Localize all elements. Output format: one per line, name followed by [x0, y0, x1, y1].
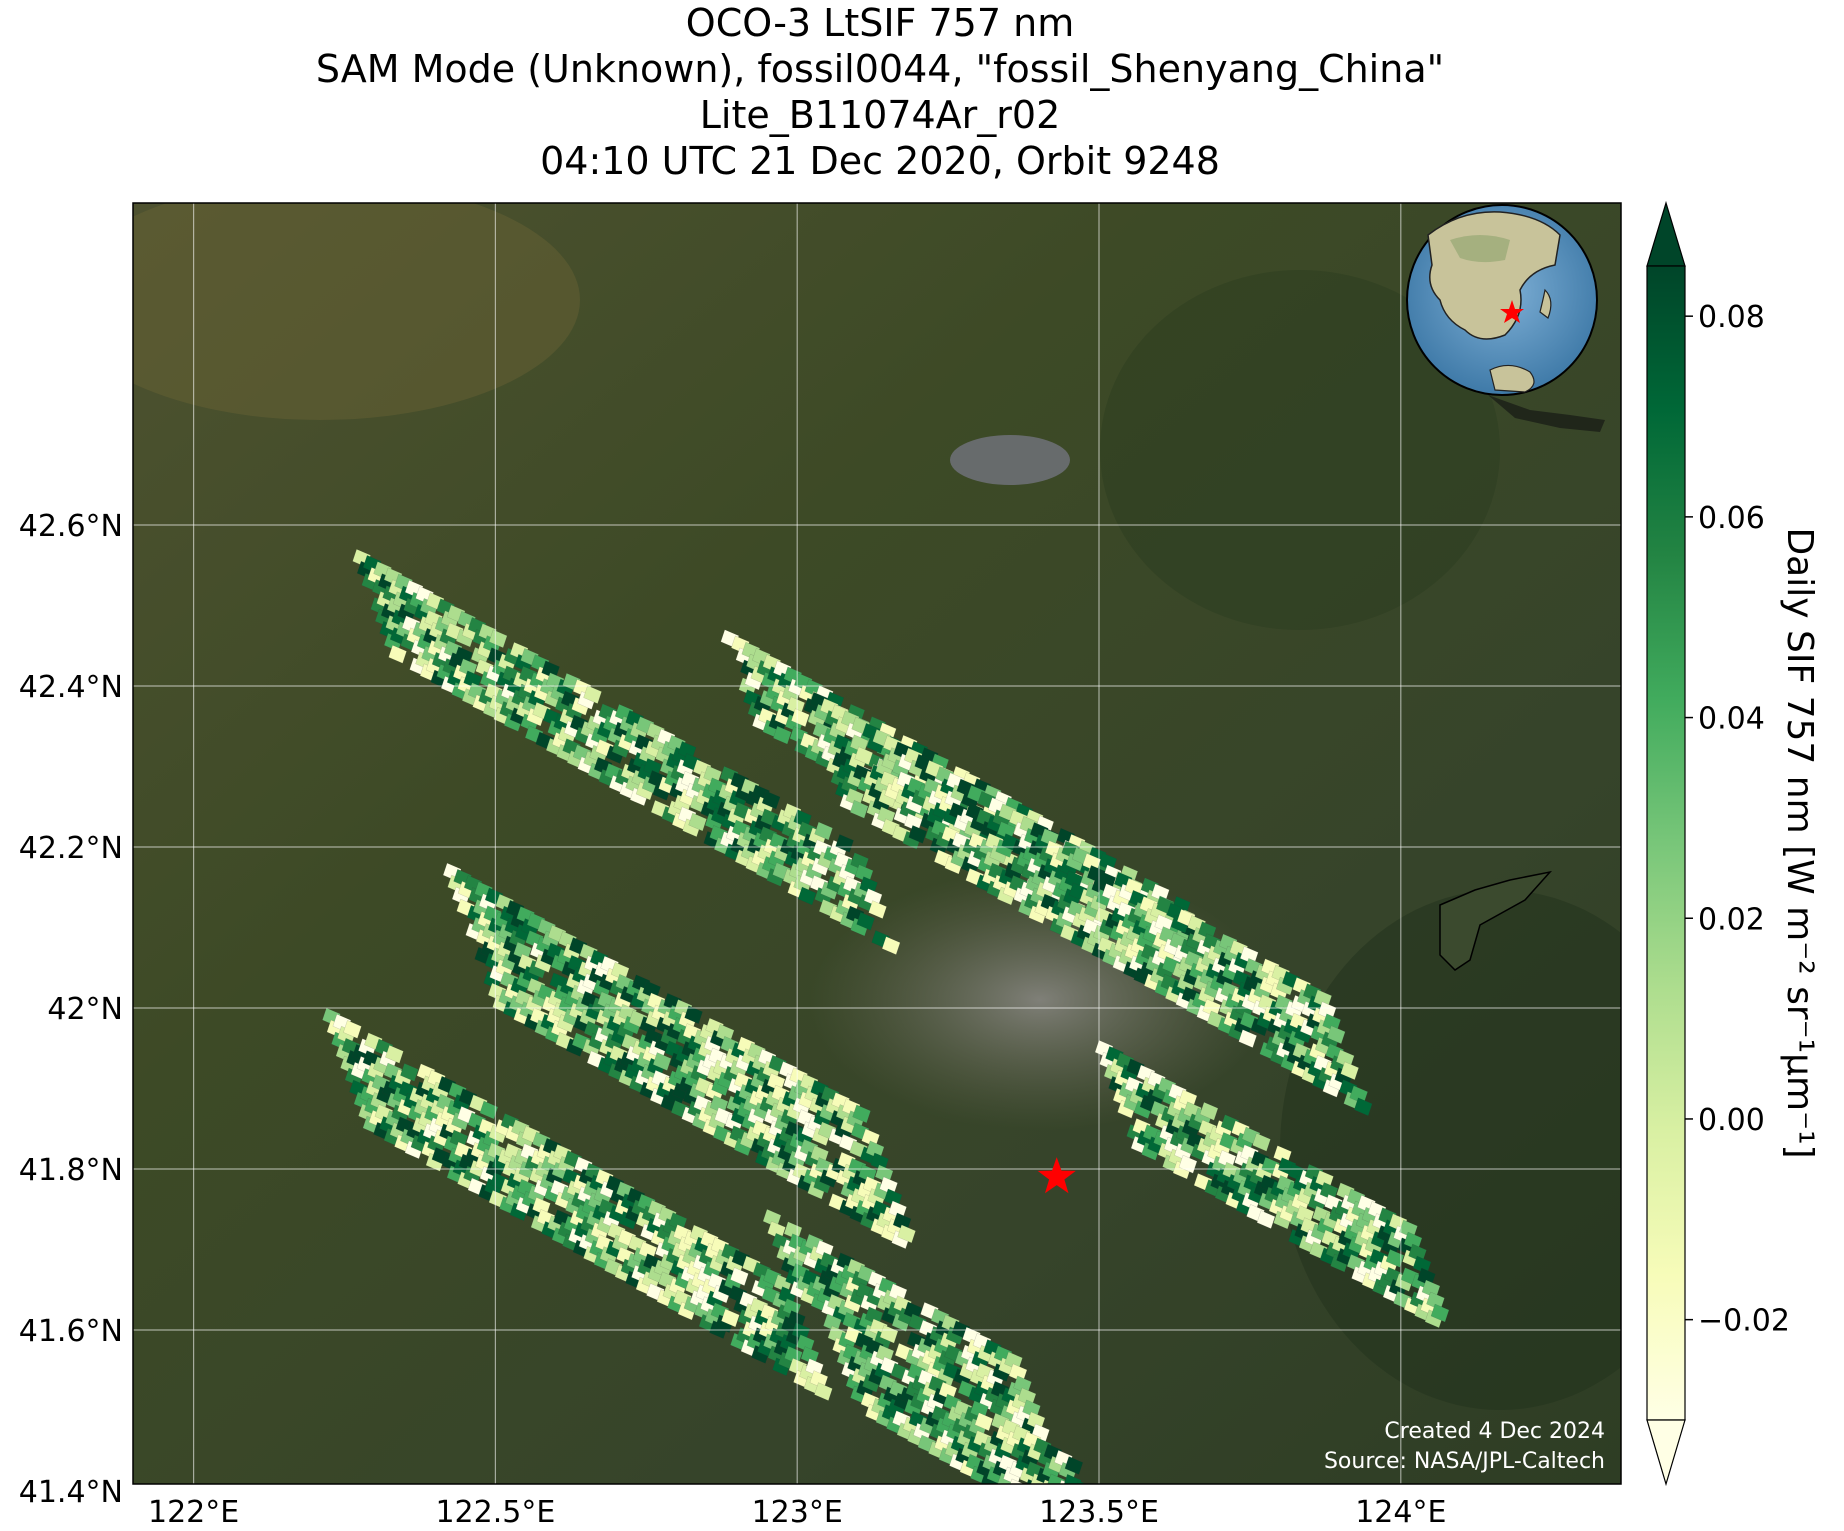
sif-sounding [791, 708, 810, 727]
sif-sounding [1012, 1491, 1030, 1509]
sif-sounding [797, 886, 817, 906]
lat-tick-label: 42°N [47, 992, 123, 1027]
colorbar-min-extend [1646, 1419, 1686, 1487]
sif-sounding [1327, 1025, 1346, 1045]
target-star-icon [1037, 1157, 1076, 1194]
sif-sounding [1385, 1249, 1405, 1268]
lon-tick-label: 122°E [148, 1495, 239, 1530]
sif-sounding [908, 825, 927, 844]
lat-tick-label: 41.8°N [19, 1153, 123, 1188]
globe-japan-land [1539, 288, 1552, 319]
map-frame [132, 202, 1622, 1485]
lat-tick-label: 41.4°N [19, 1475, 123, 1510]
sif-sounding [343, 1020, 362, 1039]
sif-sounding [854, 746, 873, 766]
colorbar-tick-label: 0.08 [1698, 300, 1765, 335]
title-line-2: SAM Mode (Unknown), fossil0044, "fossil_… [315, 47, 1445, 91]
sif-sounding [1252, 1132, 1271, 1152]
sif-sounding [1430, 1303, 1450, 1323]
basemap-hills [1100, 270, 1500, 630]
sif-sounding [388, 644, 407, 664]
latitude-tick-labels: 41.4°N 41.6°N 41.8°N 42°N 42.2°N 42.4°N 42.6°N [19, 509, 123, 1510]
sif-sounding [881, 936, 901, 955]
sif-sounding [1238, 1029, 1257, 1048]
sif-sounding [583, 685, 602, 704]
sif-sounding [814, 821, 833, 841]
sif-sounding [835, 834, 854, 853]
sif-sounding [400, 1063, 419, 1082]
sif-sounding [1064, 1474, 1082, 1484]
lat-tick-label: 41.6°N [19, 1314, 123, 1349]
colorbar-tick-label: 0.00 [1698, 1103, 1765, 1138]
lon-tick-label: 124°E [1355, 1495, 1446, 1530]
sif-sounding [868, 900, 887, 919]
inset-globe [1406, 204, 1605, 432]
basemap-farmland [133, 203, 580, 420]
colorbar-gradient [1646, 265, 1686, 1421]
globe-shadow-outline [1488, 395, 1605, 432]
lat-tick-label: 42.4°N [19, 670, 123, 705]
sif-sounding [1047, 1473, 1066, 1484]
title-line-4: 04:10 UTC 21 Dec 2020, Orbit 9248 [540, 139, 1220, 183]
sif-sounding [1199, 1101, 1219, 1121]
sif-sounding [852, 1104, 871, 1124]
colorbar-max-extend [1646, 200, 1686, 267]
lon-tick-label: 122.5°E [435, 1495, 555, 1530]
sif-sounding [488, 629, 508, 649]
lon-tick-label: 123°E [752, 1495, 843, 1530]
sif-sounding [1256, 1210, 1276, 1229]
sif-sounding [856, 911, 875, 931]
colorbar-tick-labels: −0.02 0.00 0.02 0.04 0.06 0.08 [1685, 300, 1790, 1339]
sif-sounding [688, 812, 707, 832]
colorbar-tick-label: 0.06 [1698, 501, 1765, 536]
lat-tick-label: 42.6°N [19, 509, 123, 544]
sif-sounding [479, 1100, 499, 1120]
sif-soundings-layer [322, 548, 1450, 1509]
sif-sounding [652, 1052, 672, 1071]
lon-tick-label: 123.5°E [1039, 1495, 1159, 1530]
chart-title: OCO-3 LtSIF 757 nm SAM Mode (Unknown), f… [0, 0, 1760, 184]
colorbar-tick-label: −0.02 [1698, 1304, 1790, 1339]
sif-sounding [1076, 1480, 1087, 1484]
lat-tick-label: 42.2°N [19, 831, 123, 866]
colorbar: −0.02 0.00 0.02 0.04 0.06 0.08 Daily SIF 757 … [1646, 200, 1820, 1487]
reservoir-outline [1439, 870, 1553, 971]
sif-sounding [684, 1005, 703, 1024]
colorbar-tick-label: 0.04 [1698, 702, 1765, 737]
sif-sounding [773, 725, 792, 745]
title-line-1: OCO-3 LtSIF 757 nm [685, 1, 1075, 45]
sif-sounding [721, 1308, 740, 1328]
reservoir [950, 435, 1070, 485]
sif-sounding [850, 799, 869, 819]
sif-sounding [1340, 1061, 1359, 1081]
sif-sounding [814, 1382, 833, 1401]
gridlines [133, 203, 1621, 1484]
sif-sounding [1010, 1478, 1025, 1484]
sif-sounding [730, 1267, 749, 1286]
sif-sounding [974, 1412, 994, 1431]
sif-sounding [385, 1044, 404, 1064]
globe-siberia-land [1450, 235, 1510, 263]
sif-sounding [897, 1224, 916, 1244]
created-date: Created 4 Dec 2024 [1384, 1419, 1605, 1444]
globe-target-star-icon [1500, 300, 1524, 323]
longitude-tick-labels: 122°E 122.5°E 123°E 123.5°E 124°E [148, 1495, 1446, 1530]
globe-indonesia-land [1489, 364, 1535, 393]
colorbar-label: Daily SIF 757 nm [W m⁻² sr⁻¹μm⁻¹] [1779, 527, 1820, 1158]
sif-sounding [1354, 1097, 1373, 1117]
title-line-3: Lite_B11074Ar_r02 [699, 93, 1061, 137]
source-credit: Source: NASA/JPL-Caltech [1324, 1449, 1605, 1474]
sif-sounding [761, 790, 781, 810]
sif-sounding [1064, 1456, 1084, 1475]
colorbar-tick-label: 0.02 [1698, 902, 1765, 937]
